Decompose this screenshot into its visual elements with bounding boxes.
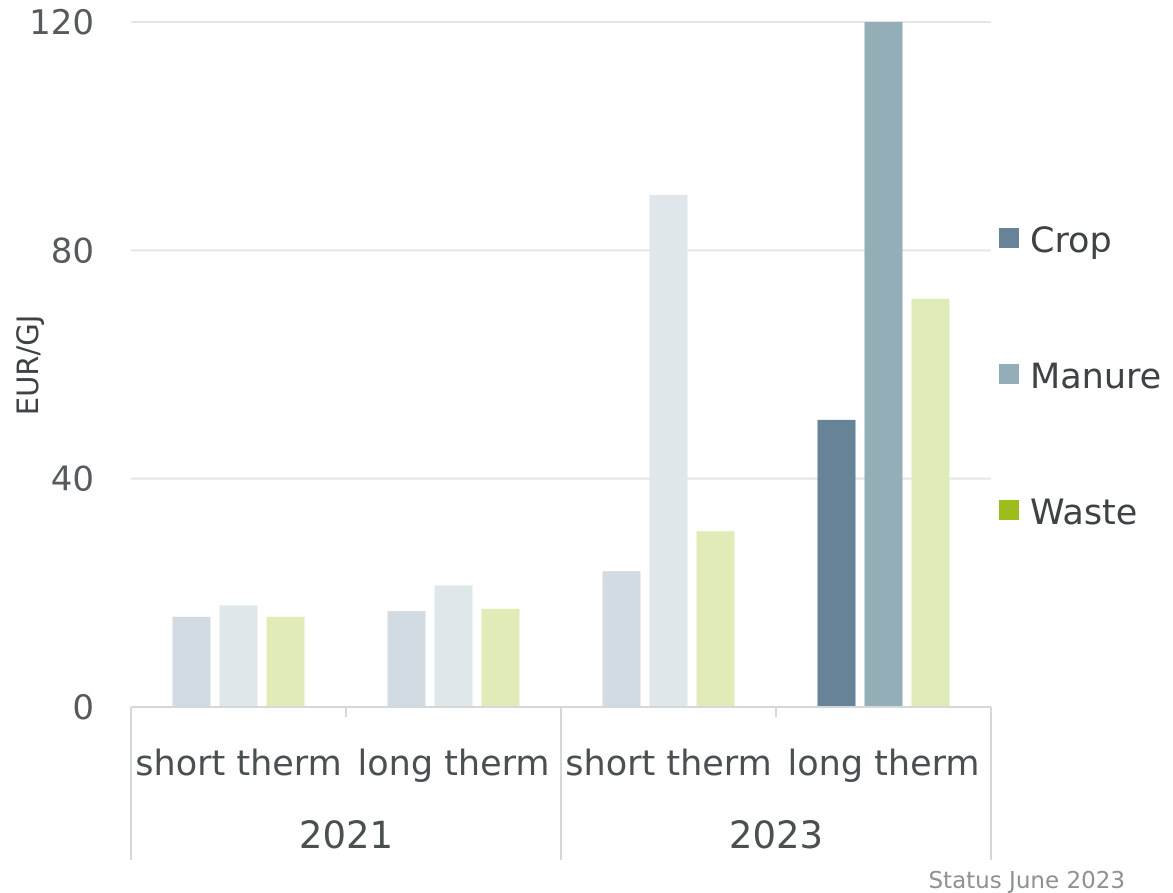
bar-waste bbox=[481, 608, 520, 707]
bar-manure bbox=[219, 605, 258, 707]
x-category-label: short therm bbox=[565, 744, 771, 784]
legend: Crop Manure Waste bbox=[999, 221, 1161, 533]
x-group-label: 2023 bbox=[729, 814, 823, 857]
gridlines bbox=[131, 21, 991, 480]
bar-manure bbox=[434, 585, 473, 707]
legend-swatch-manure bbox=[999, 364, 1019, 384]
x-category-label: long therm bbox=[358, 744, 550, 784]
bars bbox=[172, 22, 950, 707]
legend-label-manure: Manure bbox=[1030, 357, 1161, 397]
y-tick-label: 0 bbox=[72, 688, 94, 728]
legend-swatch-waste bbox=[999, 500, 1019, 520]
legend-swatch-crop bbox=[999, 228, 1019, 248]
y-tick-label: 120 bbox=[29, 3, 94, 43]
axes: 0 40 80 120 short therm long therm short therm… bbox=[29, 3, 992, 860]
legend-label-crop: Crop bbox=[1030, 221, 1112, 261]
bar-manure bbox=[864, 22, 903, 707]
bar-waste bbox=[696, 531, 735, 707]
bar-waste bbox=[266, 616, 305, 707]
status-annotation: Status June 2023 bbox=[928, 868, 1125, 893]
x-category-label: short therm bbox=[135, 744, 341, 784]
x-group-label: 2021 bbox=[299, 814, 393, 857]
bar-crop bbox=[602, 571, 641, 707]
y-tick-label: 40 bbox=[51, 460, 94, 500]
y-tick-label: 80 bbox=[51, 231, 94, 271]
x-category-label: long therm bbox=[788, 744, 980, 784]
bar-waste bbox=[911, 298, 950, 707]
legend-label-waste: Waste bbox=[1030, 493, 1137, 533]
bar-crop bbox=[387, 611, 426, 707]
bar-crop bbox=[817, 419, 856, 707]
y-axis-title: EUR/GJ bbox=[11, 315, 45, 416]
bar-crop bbox=[172, 616, 211, 707]
bar-manure bbox=[649, 194, 688, 707]
